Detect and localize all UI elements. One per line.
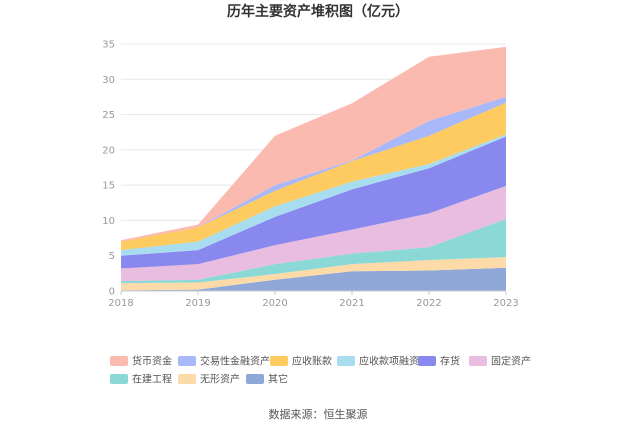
legend-item[interactable]: 应收账款	[270, 355, 332, 368]
chart-title: 历年主要资产堆积图（亿元）	[227, 3, 409, 20]
legend-swatch	[337, 356, 355, 366]
legend-label: 在建工程	[132, 373, 172, 386]
legend-swatch	[270, 356, 288, 366]
legend-item[interactable]: 固定资产	[469, 355, 531, 368]
legend-label: 应收款项融资	[359, 355, 419, 368]
legend-item[interactable]: 货币资金	[110, 355, 172, 368]
y-tick-label: 25	[102, 110, 115, 121]
y-tick-label: 0	[109, 287, 115, 298]
area-series-1	[121, 257, 506, 291]
area-series-5	[121, 134, 506, 256]
legend-swatch	[178, 374, 196, 384]
legend-swatch	[418, 356, 436, 366]
area-series-2	[121, 219, 506, 284]
area-series-group	[121, 46, 506, 291]
y-tick-label: 30	[102, 75, 115, 86]
legend-swatch	[110, 356, 128, 366]
y-tick-label: 15	[102, 181, 115, 192]
area-series-7	[121, 96, 506, 242]
legend-swatch	[110, 374, 128, 384]
legend-label: 应收账款	[292, 355, 332, 368]
data-source-note: 数据来源：恒生聚源	[269, 407, 368, 421]
legend-label: 交易性金融资产	[200, 355, 270, 368]
x-tick-label: 2018	[108, 298, 133, 309]
y-tick-label: 10	[102, 216, 115, 227]
x-tick-label: 2021	[339, 298, 364, 309]
x-tick-label: 2020	[262, 298, 287, 309]
area-series-6	[121, 102, 506, 251]
legend-label: 存货	[440, 355, 460, 368]
legend-item[interactable]: 应收款项融资	[337, 355, 419, 368]
legend-label: 其它	[268, 373, 288, 386]
area-series-4	[121, 136, 506, 269]
axes: 0 5 10 15 20 25 30 35 2018 2019 2020 2021 2022 2023	[102, 40, 518, 310]
legend-label: 货币资金	[132, 355, 172, 368]
y-tick-label: 20	[102, 145, 115, 156]
y-tick-label: 35	[102, 40, 115, 51]
y-tick-label: 5	[109, 251, 115, 262]
x-tick-label: 2019	[185, 298, 210, 309]
area-series-0	[121, 267, 506, 291]
area-series-8	[121, 46, 506, 242]
legend-item[interactable]: 交易性金融资产	[178, 355, 270, 368]
legend-swatch	[469, 356, 487, 366]
x-tick-label: 2022	[416, 298, 441, 309]
legend-item[interactable]: 在建工程	[110, 373, 172, 386]
legend-label: 无形资产	[200, 373, 240, 386]
legend-item[interactable]: 其它	[246, 373, 288, 386]
legend-item[interactable]: 存货	[418, 355, 460, 368]
legend-label: 固定资产	[491, 355, 531, 368]
legend-swatch	[178, 356, 196, 366]
legend-item[interactable]: 无形资产	[178, 373, 240, 386]
legend-swatch	[246, 374, 264, 384]
area-series-3	[121, 185, 506, 282]
x-tick-label: 2023	[493, 298, 518, 309]
